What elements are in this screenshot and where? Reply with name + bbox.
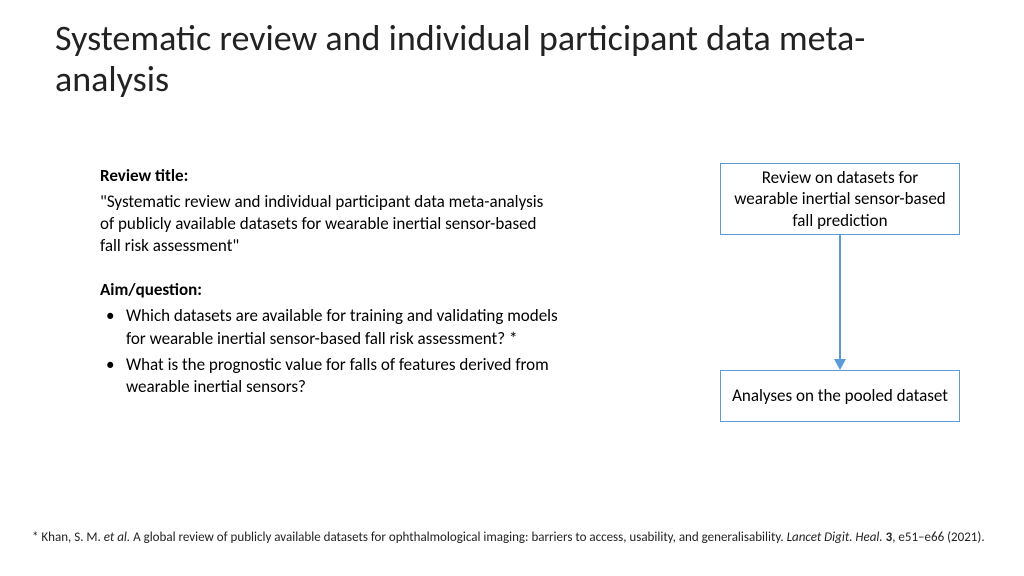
flow-box-bottom: Analyses on the pooled dataset: [720, 370, 960, 422]
footnote-vol: 3: [883, 530, 893, 545]
footnote: * Khan, S. M. et al. A global review of …: [32, 530, 992, 546]
arrow-line: [839, 235, 841, 361]
flow-box-top: Review on datasets for wearable inertial…: [720, 163, 960, 235]
list-item: What is the prognostic value for falls o…: [100, 354, 560, 398]
list-item: Which datasets are available for trainin…: [100, 305, 560, 349]
flow-box-bottom-text: Analyses on the pooled dataset: [732, 385, 948, 406]
footnote-tail: , e51–e66 (2021).: [892, 530, 984, 545]
aim-bullets: Which datasets are available for trainin…: [100, 305, 560, 397]
footnote-star: * Khan, S. M.: [32, 530, 104, 545]
body-content: Review title: "Systematic review and ind…: [100, 165, 560, 402]
slide-title: Systematic review and individual partici…: [55, 18, 955, 101]
footnote-mid: A global review of publicly available da…: [130, 530, 786, 545]
arrow-down-icon: [834, 359, 846, 370]
aim-label: Aim/question:: [100, 279, 202, 300]
review-title-text: "Systematic review and individual partic…: [100, 191, 560, 257]
review-title-label: Review title:: [100, 165, 188, 186]
footnote-journal: Lancet Digit. Heal.: [787, 530, 883, 545]
flow-box-top-text: Review on datasets for wearable inertial…: [731, 167, 949, 231]
footnote-etal: et al.: [104, 530, 130, 545]
